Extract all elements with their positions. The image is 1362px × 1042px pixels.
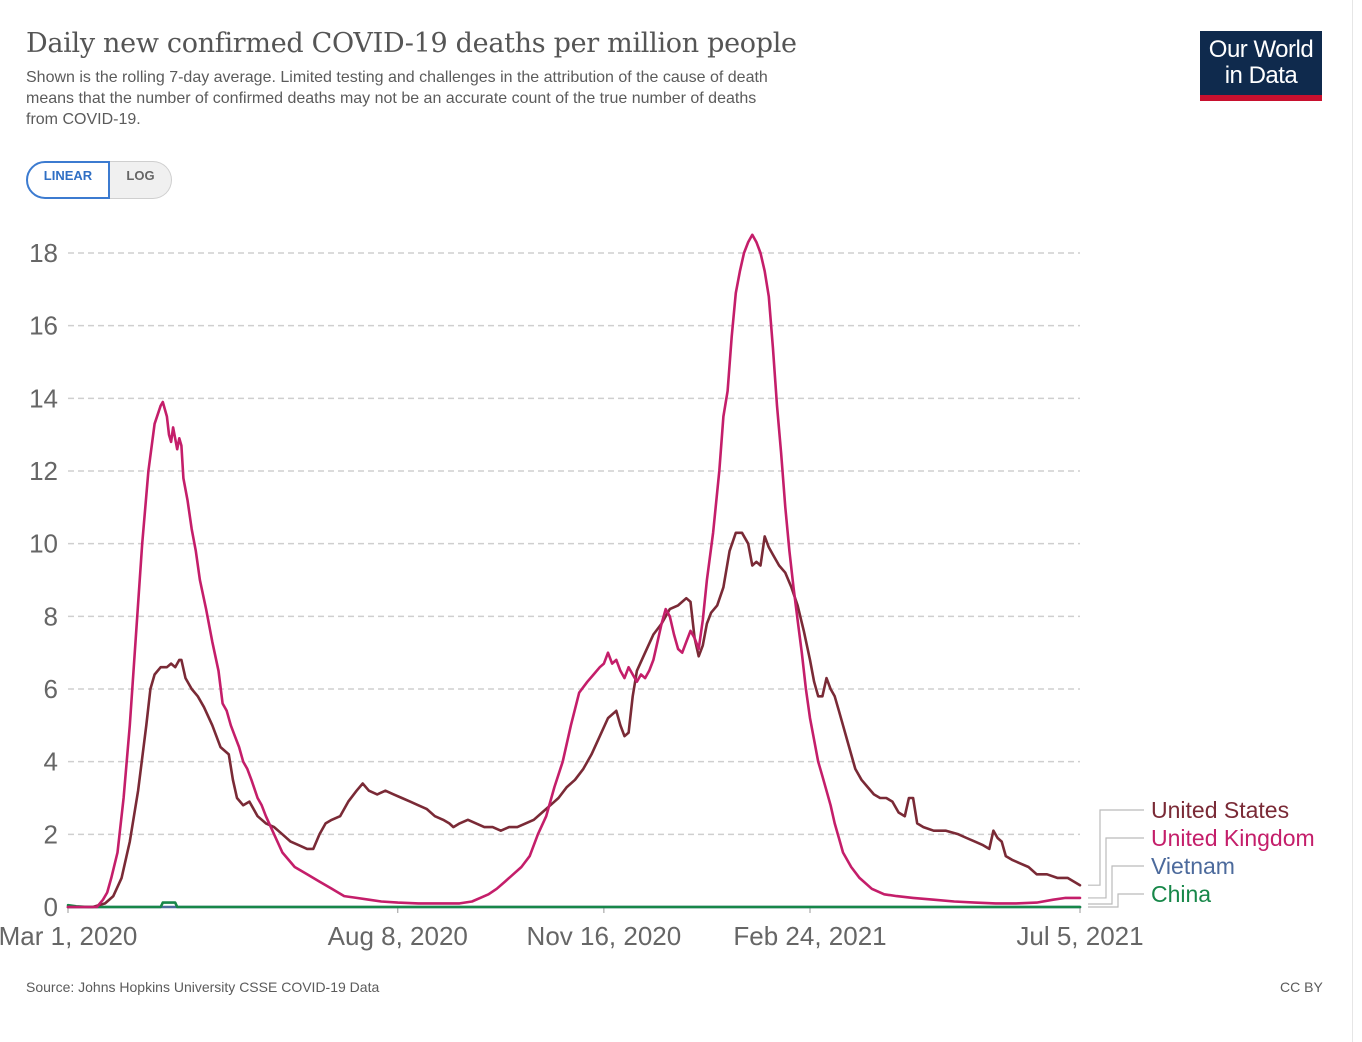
legend-label-vietnam[interactable]: Vietnam: [1151, 853, 1235, 879]
logo-line-1: Our World: [1208, 36, 1314, 63]
y-tick-label: 16: [29, 311, 58, 341]
legend-connector-vietnam: [1088, 865, 1144, 905]
y-tick-label: 18: [29, 238, 58, 268]
logo-line-2: in Data: [1224, 62, 1298, 89]
linear-scale-button[interactable]: LINEAR: [26, 161, 110, 199]
chart-title: Daily new confirmed COVID-19 deaths per …: [26, 28, 797, 59]
y-tick-label: 10: [29, 529, 58, 559]
legend-connector-united-states: [1088, 809, 1144, 886]
y-tick-label: 8: [44, 601, 58, 631]
legend-label-united-kingdom[interactable]: United Kingdom: [1151, 825, 1315, 851]
license-link[interactable]: CC BY: [1280, 979, 1323, 995]
legend-label-united-states[interactable]: United States: [1151, 797, 1289, 823]
grid-lines: [68, 252, 1080, 908]
x-tick-label: Mar 1, 2020: [0, 921, 137, 951]
series-line-united-states[interactable]: [66, 531, 1082, 909]
x-axis-ticks: Mar 1, 2020 Aug 8, 2020 Nov 16, 2020 Feb 24…: [0, 907, 1144, 951]
scale-toggle: LINEAR LOG: [26, 161, 172, 201]
log-scale-button[interactable]: LOG: [110, 161, 172, 199]
y-tick-label: 0: [44, 892, 58, 922]
x-tick-label: Aug 8, 2020: [328, 921, 468, 951]
y-tick-label: 2: [44, 819, 58, 849]
chart-subtitle: Shown is the rolling 7-day average. Limi…: [26, 69, 768, 128]
legend-connector-united-kingdom: [1088, 837, 1144, 899]
y-tick-label: 4: [44, 747, 58, 777]
y-axis-ticks: 0 2 4 6 8 10 12 14 16 18: [29, 238, 58, 922]
series-lines: [66, 233, 1082, 909]
x-tick-label: Feb 24, 2021: [733, 921, 886, 951]
x-tick-label: Jul 5, 2021: [1016, 921, 1143, 951]
series-line-china[interactable]: [66, 901, 1082, 909]
y-tick-label: 6: [44, 674, 58, 704]
x-tick-label: Nov 16, 2020: [527, 921, 682, 951]
y-tick-label: 12: [29, 456, 58, 486]
source-note: Source: Johns Hopkins University CSSE CO…: [26, 979, 380, 995]
legend-label-china[interactable]: China: [1151, 881, 1211, 907]
y-tick-label: 14: [29, 383, 58, 413]
our-world-in-data-logo[interactable]: Our World in Data: [1200, 31, 1322, 101]
legend-connector-china: [1088, 893, 1144, 908]
series-line-united-kingdom[interactable]: [66, 233, 1082, 909]
